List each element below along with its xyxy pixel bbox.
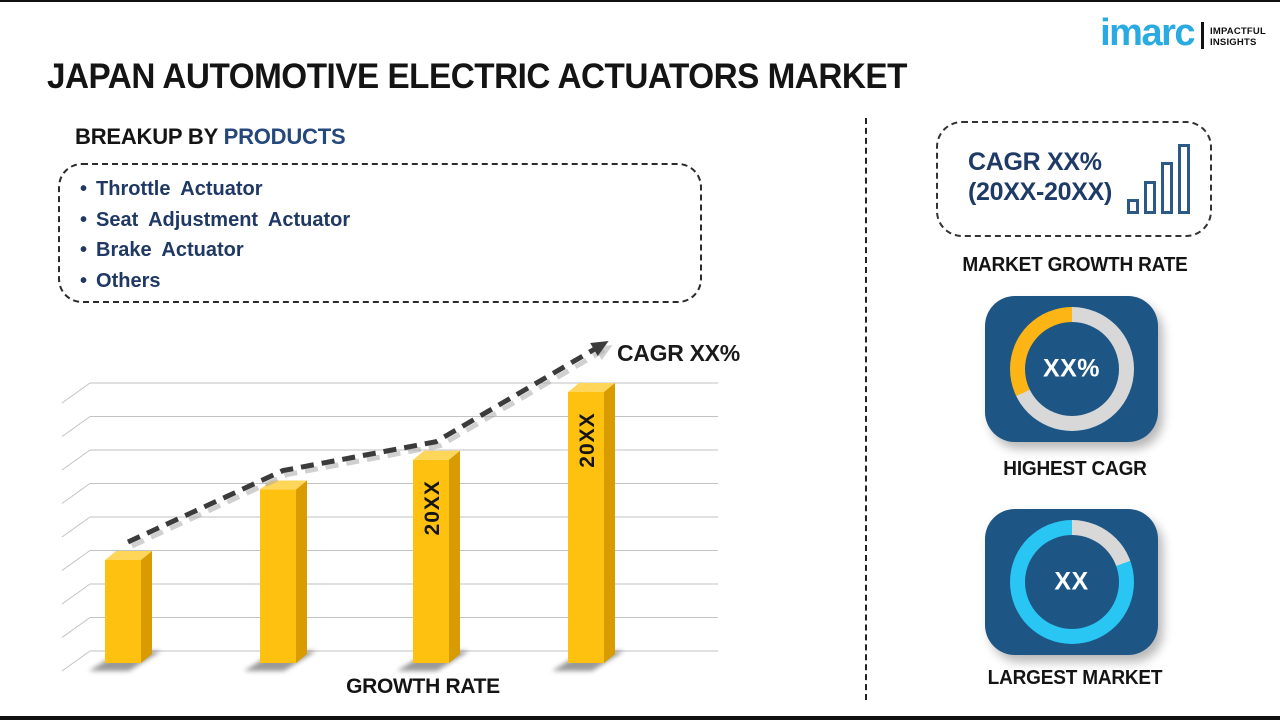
highest-cagr-value: XX%: [1042, 354, 1101, 383]
svg-text:20XX: 20XX: [576, 412, 599, 467]
cagr-box-text: CAGR XX% (20XX-20XX): [968, 147, 1112, 207]
imarc-wordmark: imarc: [1100, 12, 1195, 54]
logo-tagline-line1: IMPACTFUL: [1210, 26, 1266, 37]
market-growth-rate-label: MARKET GROWTH RATE: [962, 254, 1188, 276]
breakup-heading: BREAKUP BY PRODUCTS: [75, 124, 346, 150]
cagr-box-line2: (20XX-20XX): [968, 178, 1112, 206]
bottom-border: [0, 716, 1280, 720]
highest-cagr-donut: XX%: [1009, 307, 1134, 431]
growth-rate-bar-chart: 20XX 20XX GROWTH RATE: [61, 340, 718, 698]
breakup-item: Others: [80, 266, 700, 297]
breakup-item: Brake Actuator: [80, 235, 700, 266]
donut-hole: [1024, 322, 1119, 416]
breakup-heading-prefix: BREAKUP BY: [75, 124, 218, 149]
growth-bars-icon: [1127, 144, 1190, 214]
cagr-box: CAGR XX% (20XX-20XX): [936, 121, 1212, 237]
logo-divider-bar: [1201, 22, 1205, 49]
vertical-divider: [865, 118, 867, 700]
page-title: JAPAN AUTOMOTIVE ELECTRIC ACTUATORS MARK…: [47, 57, 907, 96]
highest-cagr-card: XX%: [985, 296, 1158, 442]
breakup-heading-highlight: PRODUCTS: [223, 124, 346, 149]
largest-market-donut: XX: [1009, 520, 1134, 644]
logo-tagline: IMPACTFUL INSIGHTS: [1210, 26, 1266, 52]
largest-market-card: XX: [985, 509, 1158, 655]
cagr-box-line1: CAGR XX%: [968, 148, 1102, 176]
breakup-products-box: Throttle ActuatorSeat Adjustment Actuato…: [58, 163, 702, 303]
svg-text:20XX: 20XX: [421, 480, 444, 535]
breakup-item: Seat Adjustment Actuator: [80, 205, 700, 236]
breakup-item: Throttle Actuator: [80, 174, 700, 205]
imarc-logo: imarc IMPACTFUL INSIGHTS: [1100, 14, 1266, 52]
donut-hole: [1024, 535, 1119, 629]
svg-text:GROWTH RATE: GROWTH RATE: [346, 675, 500, 698]
breakup-list: Throttle ActuatorSeat Adjustment Actuato…: [60, 165, 700, 296]
cagr-trend-label: CAGR XX%: [617, 340, 740, 366]
largest-market-label: LARGEST MARKET: [987, 667, 1163, 689]
logo-tagline-line2: INSIGHTS: [1210, 36, 1257, 48]
highest-cagr-label: HIGHEST CAGR: [1003, 458, 1147, 480]
top-border: [0, 0, 1280, 2]
largest-market-value: XX: [1054, 567, 1089, 596]
